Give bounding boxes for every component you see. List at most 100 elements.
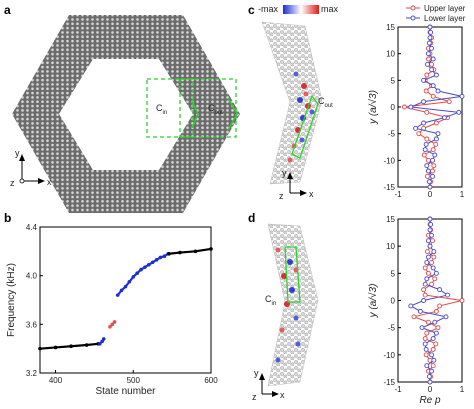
series-marker (429, 368, 435, 374)
data-segment (39, 346, 56, 350)
series-marker (423, 88, 429, 94)
axis-z-label-c: z (279, 191, 284, 201)
series-marker (430, 265, 436, 271)
series-marker (431, 163, 437, 169)
series-marker (426, 374, 432, 380)
data-segment (160, 255, 165, 259)
series-marker (431, 249, 437, 255)
y-axis-label: y (a/√3) (367, 284, 379, 319)
series-marker (408, 104, 414, 110)
panel-a: a Cin Cout y z x (4, 3, 240, 213)
c-out-highlight (291, 94, 319, 159)
x-tick-label: 500 (127, 376, 141, 385)
y-tick-label: 15 (386, 215, 395, 224)
data-segment (140, 266, 146, 271)
series-marker (423, 352, 429, 358)
series-marker (428, 221, 434, 227)
series-marker (435, 88, 441, 94)
x-tick-label: 0 (428, 190, 433, 199)
series-marker (432, 319, 438, 325)
series-marker (433, 141, 439, 147)
y-tick-label: 5 (391, 76, 396, 85)
series-marker (421, 287, 427, 293)
legend-label: Lower layer (424, 14, 466, 23)
y-tick-label: 4.4 (26, 223, 38, 232)
series-marker (421, 99, 427, 105)
y-tick-label: 15 (386, 23, 395, 32)
series-marker (427, 184, 433, 190)
series-marker (459, 298, 465, 303)
data-segment (179, 250, 196, 254)
c-in-highlight (284, 246, 301, 303)
series-marker (429, 67, 435, 73)
series-marker (433, 341, 439, 347)
axis-x-label-a: x (47, 177, 52, 187)
data-segment (144, 263, 150, 269)
series-marker (427, 24, 433, 30)
series-marker (425, 157, 431, 163)
axis-y-label-d: y (254, 368, 259, 378)
series-marker (425, 168, 431, 174)
series-marker (424, 260, 430, 265)
panel-c-label: c (248, 3, 255, 17)
series-marker (435, 325, 441, 331)
data-segment (101, 338, 105, 342)
series-marker (430, 168, 436, 174)
series-marker (446, 99, 452, 105)
axis-y-label-c: y (282, 168, 287, 178)
series-marker (429, 61, 435, 67)
series-marker (427, 243, 433, 249)
data-segment (148, 261, 154, 266)
data-segment (136, 268, 142, 275)
series-marker (422, 341, 428, 347)
colorbar-max-label: max (321, 4, 339, 14)
data-segment (71, 343, 87, 348)
plot-frame (39, 226, 212, 374)
series-marker (422, 147, 428, 153)
series-marker (424, 72, 430, 78)
data-segment (132, 272, 138, 278)
series-line (408, 26, 463, 188)
series-marker (416, 131, 422, 137)
series-marker (433, 270, 439, 276)
colorbar (283, 5, 319, 14)
data-segment (156, 256, 162, 261)
c-in-subscript: in (163, 110, 168, 116)
data-segment (55, 345, 72, 349)
y-tick-label: -15 (383, 183, 395, 192)
y-tick-label: 3.6 (26, 320, 38, 329)
x-tick-label: 0 (428, 385, 433, 394)
axes-indicator-c: y z x (279, 168, 314, 201)
svg-text:Cin: Cin (156, 103, 167, 116)
svg-text:Cout: Cout (318, 96, 333, 109)
series-marker (421, 152, 427, 158)
series-marker (422, 281, 428, 287)
data-segment (168, 251, 181, 255)
series-marker (424, 363, 430, 369)
y-tick-label: 10 (386, 50, 395, 59)
series-marker (424, 330, 430, 336)
series-marker (456, 109, 462, 115)
series-marker (419, 325, 425, 331)
y-tick-label: -5 (388, 324, 396, 333)
legend-marker (410, 15, 416, 21)
svg-text:Cout: Cout (208, 103, 223, 116)
series-marker (401, 104, 407, 110)
data-segment (120, 285, 127, 292)
x-axis-label: State number (95, 386, 156, 397)
series-marker (433, 120, 439, 126)
series-marker (424, 109, 430, 115)
legend-label: Upper layer (424, 4, 466, 13)
series-marker (426, 40, 432, 46)
series-marker (425, 51, 431, 57)
y-tick-label: 5 (391, 269, 396, 278)
series-marker (425, 238, 431, 244)
c-in-edge-highlight (191, 100, 199, 129)
series-marker (423, 346, 429, 352)
series-marker (428, 29, 434, 35)
x-tick-label: 400 (49, 376, 63, 385)
